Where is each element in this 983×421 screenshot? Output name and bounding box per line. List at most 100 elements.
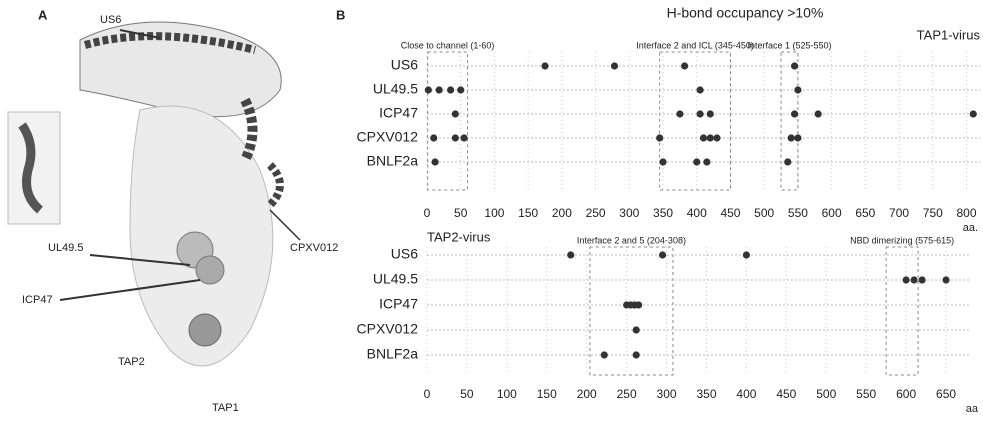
region-label: Interface 1 (525-550)	[747, 40, 831, 50]
helix	[240, 97, 258, 163]
dot	[942, 276, 950, 284]
dot	[659, 158, 667, 166]
dot	[706, 110, 714, 118]
x-tick-label: 100	[497, 387, 517, 401]
ligand-blob	[188, 313, 222, 347]
y-tick-label: UL49.5	[373, 271, 418, 287]
dot	[794, 134, 802, 142]
x-axis-label: aa	[966, 403, 979, 415]
x-tick-label: 450	[720, 206, 740, 220]
dot	[658, 251, 667, 259]
region-label: Interface 2 and 5 (204-308)	[577, 235, 686, 245]
x-tick-label: 0	[424, 206, 431, 220]
x-tick-label: 600	[896, 387, 916, 401]
dot	[713, 134, 721, 142]
y-tick-label: CPXV012	[357, 321, 419, 337]
dot	[431, 158, 439, 166]
dot	[681, 62, 689, 70]
helix	[267, 162, 284, 208]
ligand-blob	[195, 255, 225, 285]
dot	[632, 351, 640, 359]
x-tick-label: 350	[696, 387, 716, 401]
y-tick-label: US6	[391, 57, 418, 73]
annotation: ICP47	[22, 294, 53, 306]
panel-a: A US6 UL49.5 ICP47 CPXV012 TAP2 TAP1	[7, 7, 338, 414]
x-tick-label: 450	[776, 387, 796, 401]
dot	[656, 134, 664, 142]
x-tick-label: 150	[537, 387, 557, 401]
pointer	[59, 279, 201, 301]
x-tick-label: 500	[816, 387, 836, 401]
x-tick-label: 350	[653, 206, 673, 220]
region-box	[659, 51, 731, 191]
x-tick-label: 400	[736, 387, 756, 401]
dot	[610, 62, 619, 70]
x-tick-label: 100	[484, 206, 504, 220]
x-tick-label: 200	[577, 387, 597, 401]
x-tick-label: 400	[687, 206, 707, 220]
dot	[699, 134, 708, 142]
dot	[794, 86, 802, 94]
dot	[902, 276, 910, 284]
annotation: US6	[100, 14, 121, 26]
dot	[424, 86, 432, 94]
dot	[457, 86, 465, 94]
x-tick-label: 300	[619, 206, 639, 220]
y-tick-label: BNLF2a	[367, 153, 419, 169]
x-tick-label: 150	[518, 206, 538, 220]
dot	[910, 276, 918, 284]
region-label: NBD dimerizing (575-615)	[850, 235, 954, 245]
annotation: TAP1	[212, 402, 239, 414]
x-tick-label: 650	[936, 387, 956, 401]
x-tick-label: 550	[856, 387, 876, 401]
chart-subtitle: TAP2-virus	[427, 229, 491, 244]
x-tick-label: 200	[552, 206, 572, 220]
dot	[430, 134, 438, 142]
dot	[784, 158, 792, 166]
dot	[600, 351, 608, 359]
annotation: TAP2	[118, 356, 145, 368]
y-tick-label: ICP47	[379, 296, 418, 312]
x-tick-label: 750	[923, 206, 943, 220]
x-tick-label: 50	[454, 206, 468, 220]
dot	[790, 110, 799, 118]
y-tick-label: CPXV012	[357, 129, 419, 145]
dot	[790, 62, 799, 70]
x-tick-label: 0	[424, 387, 431, 401]
y-tick-label: ICP47	[379, 105, 418, 121]
dot	[814, 110, 822, 118]
dot	[451, 134, 459, 142]
dot	[435, 86, 443, 94]
inset-helix	[18, 122, 44, 214]
pointer	[269, 209, 301, 241]
x-tick-label: 700	[889, 206, 909, 220]
y-tick-label: US6	[391, 246, 418, 262]
dot	[567, 251, 575, 259]
dot	[541, 62, 549, 70]
y-tick-label: UL49.5	[373, 81, 418, 97]
x-tick-label: 300	[657, 387, 677, 401]
chart-subtitle: TAP1-virus	[917, 27, 981, 42]
dot	[696, 110, 704, 118]
dot	[693, 158, 701, 166]
annotation: CPXV012	[290, 242, 338, 254]
region-label: Interface 2 and ICL (345-450)	[636, 40, 754, 50]
x-tick-label: 800	[956, 206, 976, 220]
dot	[635, 301, 643, 309]
pointer	[89, 254, 191, 266]
region-box	[427, 51, 468, 191]
x-tick-label: 650	[855, 206, 875, 220]
dot	[632, 326, 640, 334]
helix	[83, 32, 256, 54]
dot	[676, 110, 684, 118]
panel-label: A	[38, 7, 48, 22]
dot	[451, 110, 459, 118]
region-box	[780, 51, 799, 191]
dot	[706, 134, 714, 142]
region-label: Close to channel (1-60)	[401, 40, 495, 50]
dot	[696, 86, 704, 94]
x-tick-label: 600	[822, 206, 842, 220]
dot	[918, 276, 926, 284]
chart-title: H-bond occupancy >10%	[667, 5, 824, 21]
